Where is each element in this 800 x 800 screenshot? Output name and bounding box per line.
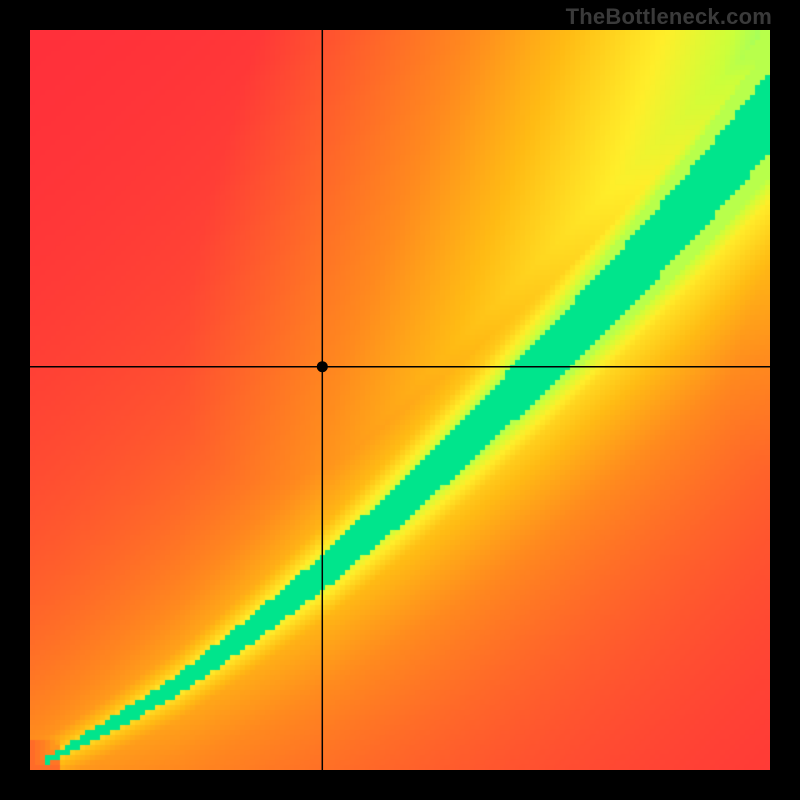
watermark-text: TheBottleneck.com: [566, 4, 772, 30]
bottleneck-heatmap: [30, 30, 770, 770]
figure-container: TheBottleneck.com: [0, 0, 800, 800]
